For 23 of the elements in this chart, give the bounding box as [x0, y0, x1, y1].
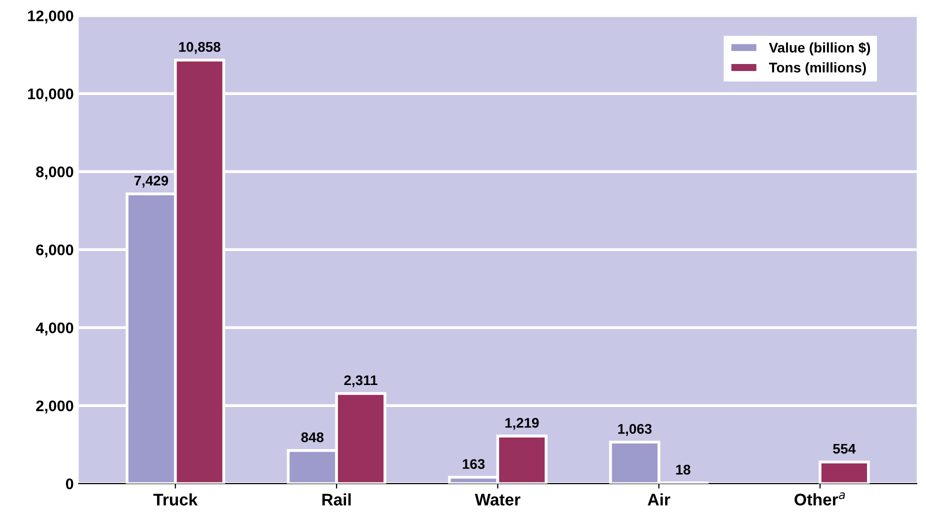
x-tick-label: Rail [322, 493, 351, 506]
x-tick-label: Water [474, 494, 520, 506]
data-label: 848 [301, 432, 324, 442]
x-tick-label: Air [648, 493, 670, 506]
data-label: 18 [676, 464, 690, 475]
y-tick-label: 10,000 [28, 88, 74, 102]
data-label: 554 [833, 444, 856, 454]
x-tick-label: Other$^{a}$ [794, 492, 845, 506]
y-tick-label: 8,000 [36, 166, 74, 180]
legend-label: Value (billion $) [768, 42, 870, 56]
y-tick-label: 0 [66, 478, 74, 490]
y-tick-label: 12,000 [28, 10, 74, 24]
data-label: 163 [462, 459, 485, 469]
y-tick-label: 2,000 [36, 400, 74, 414]
y-tick-label: 4,000 [36, 322, 74, 336]
x-tick-label: Truck [153, 493, 198, 506]
data-label: 10,858 [179, 42, 220, 54]
data-label: 7,429 [134, 176, 168, 188]
legend-label: Tons (millions) [769, 62, 866, 76]
data-label: 1,219 [505, 418, 539, 430]
data-label: 1,063 [618, 424, 652, 436]
data-label: 2,311 [344, 375, 378, 388]
y-tick-label: 6,000 [36, 244, 74, 258]
